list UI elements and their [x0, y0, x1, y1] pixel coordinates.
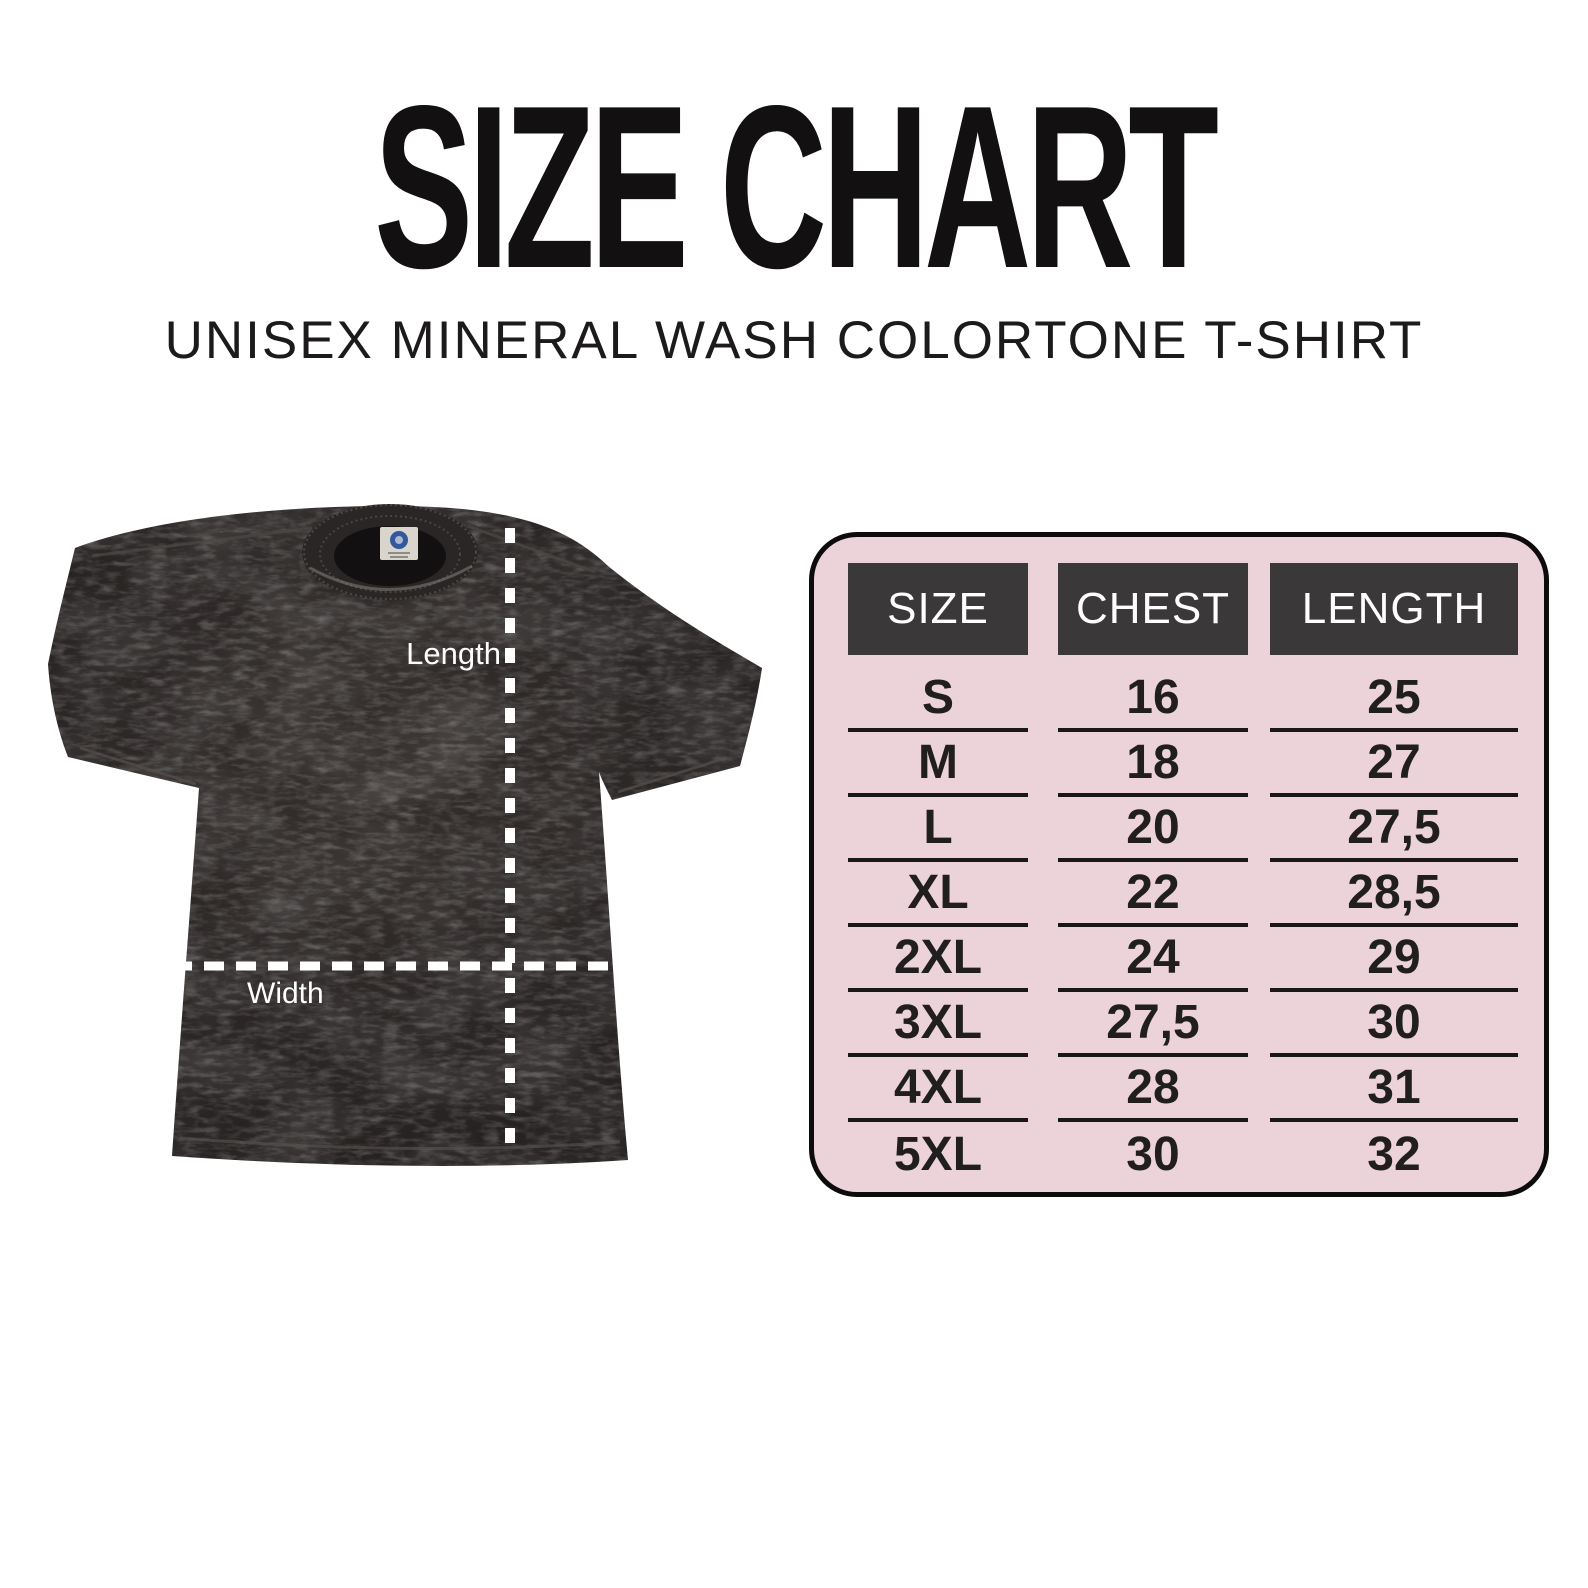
column-header-chest: CHEST: [1058, 563, 1248, 655]
size-cell: XL: [848, 862, 1028, 927]
size-cell: 2XL: [848, 927, 1028, 992]
size-cell: L: [848, 797, 1028, 862]
size-cell: 3XL: [848, 992, 1028, 1057]
size-cell: M: [848, 732, 1028, 797]
shoulder-seam-left: [91, 526, 313, 558]
collar-highlight: [309, 564, 473, 591]
tshirt-graphic: Length Width: [48, 504, 762, 1166]
chest-cell: 30: [1126, 1128, 1180, 1181]
column-header-size: SIZE: [848, 563, 1028, 655]
collar-rib-outer: [303, 504, 477, 600]
length-label: Length: [406, 636, 501, 671]
length-cell: 28,5: [1270, 862, 1518, 927]
length-cell: 27: [1270, 732, 1518, 797]
table-row: 5XL 30 32: [848, 1122, 1518, 1187]
chest-cell: 27,5: [1058, 992, 1248, 1057]
length-cell: 32: [1367, 1128, 1421, 1181]
collar-rib-inner: [319, 515, 461, 593]
size-table-header: SIZE CHEST LENGTH: [848, 563, 1518, 655]
table-row: 2XL 24 29: [848, 927, 1518, 992]
size-cell: 5XL: [893, 1128, 983, 1181]
page-subtitle: UNISEX MINERAL WASH COLORTONE T-SHIRT: [164, 311, 1424, 370]
width-label: Width: [247, 977, 324, 1010]
size-table-body: S 16 25 M 18 27 L 20 27,5 XL 22 28,5 2XL…: [848, 667, 1518, 1187]
chest-cell: 20: [1058, 797, 1248, 862]
table-row: XL 22 28,5: [848, 862, 1518, 927]
chest-cell: 24: [1058, 927, 1248, 992]
collar-tag: [380, 527, 418, 560]
size-cell: S: [848, 667, 1028, 732]
length-cell: 25: [1270, 667, 1518, 732]
size-table-panel: SIZE CHEST LENGTH S 16 25 M 18 27 L 20 2…: [809, 532, 1549, 1197]
chest-cell: 22: [1058, 862, 1248, 927]
chest-cell: 18: [1058, 732, 1248, 797]
hem-stitch: [179, 1136, 621, 1150]
table-row: M 18 27: [848, 732, 1518, 797]
cuff-seam-right: [617, 756, 727, 794]
table-row: 4XL 28 31: [848, 1057, 1518, 1122]
length-cell: 31: [1270, 1057, 1518, 1122]
shoulder-seam-right: [467, 524, 596, 574]
column-header-length: LENGTH: [1270, 563, 1518, 655]
length-cell: 29: [1270, 927, 1518, 992]
cuff-seam-left: [79, 746, 197, 786]
table-row: S 16 25: [848, 667, 1518, 732]
chest-cell: 28: [1058, 1057, 1248, 1122]
size-cell: 4XL: [848, 1057, 1028, 1122]
length-cell: 27,5: [1270, 797, 1518, 862]
table-row: L 20 27,5: [848, 797, 1518, 862]
table-row: 3XL 27,5 30: [848, 992, 1518, 1057]
chest-cell: 16: [1058, 667, 1248, 732]
page-title: SIZE CHART: [374, 58, 1219, 317]
length-cell: 30: [1270, 992, 1518, 1057]
